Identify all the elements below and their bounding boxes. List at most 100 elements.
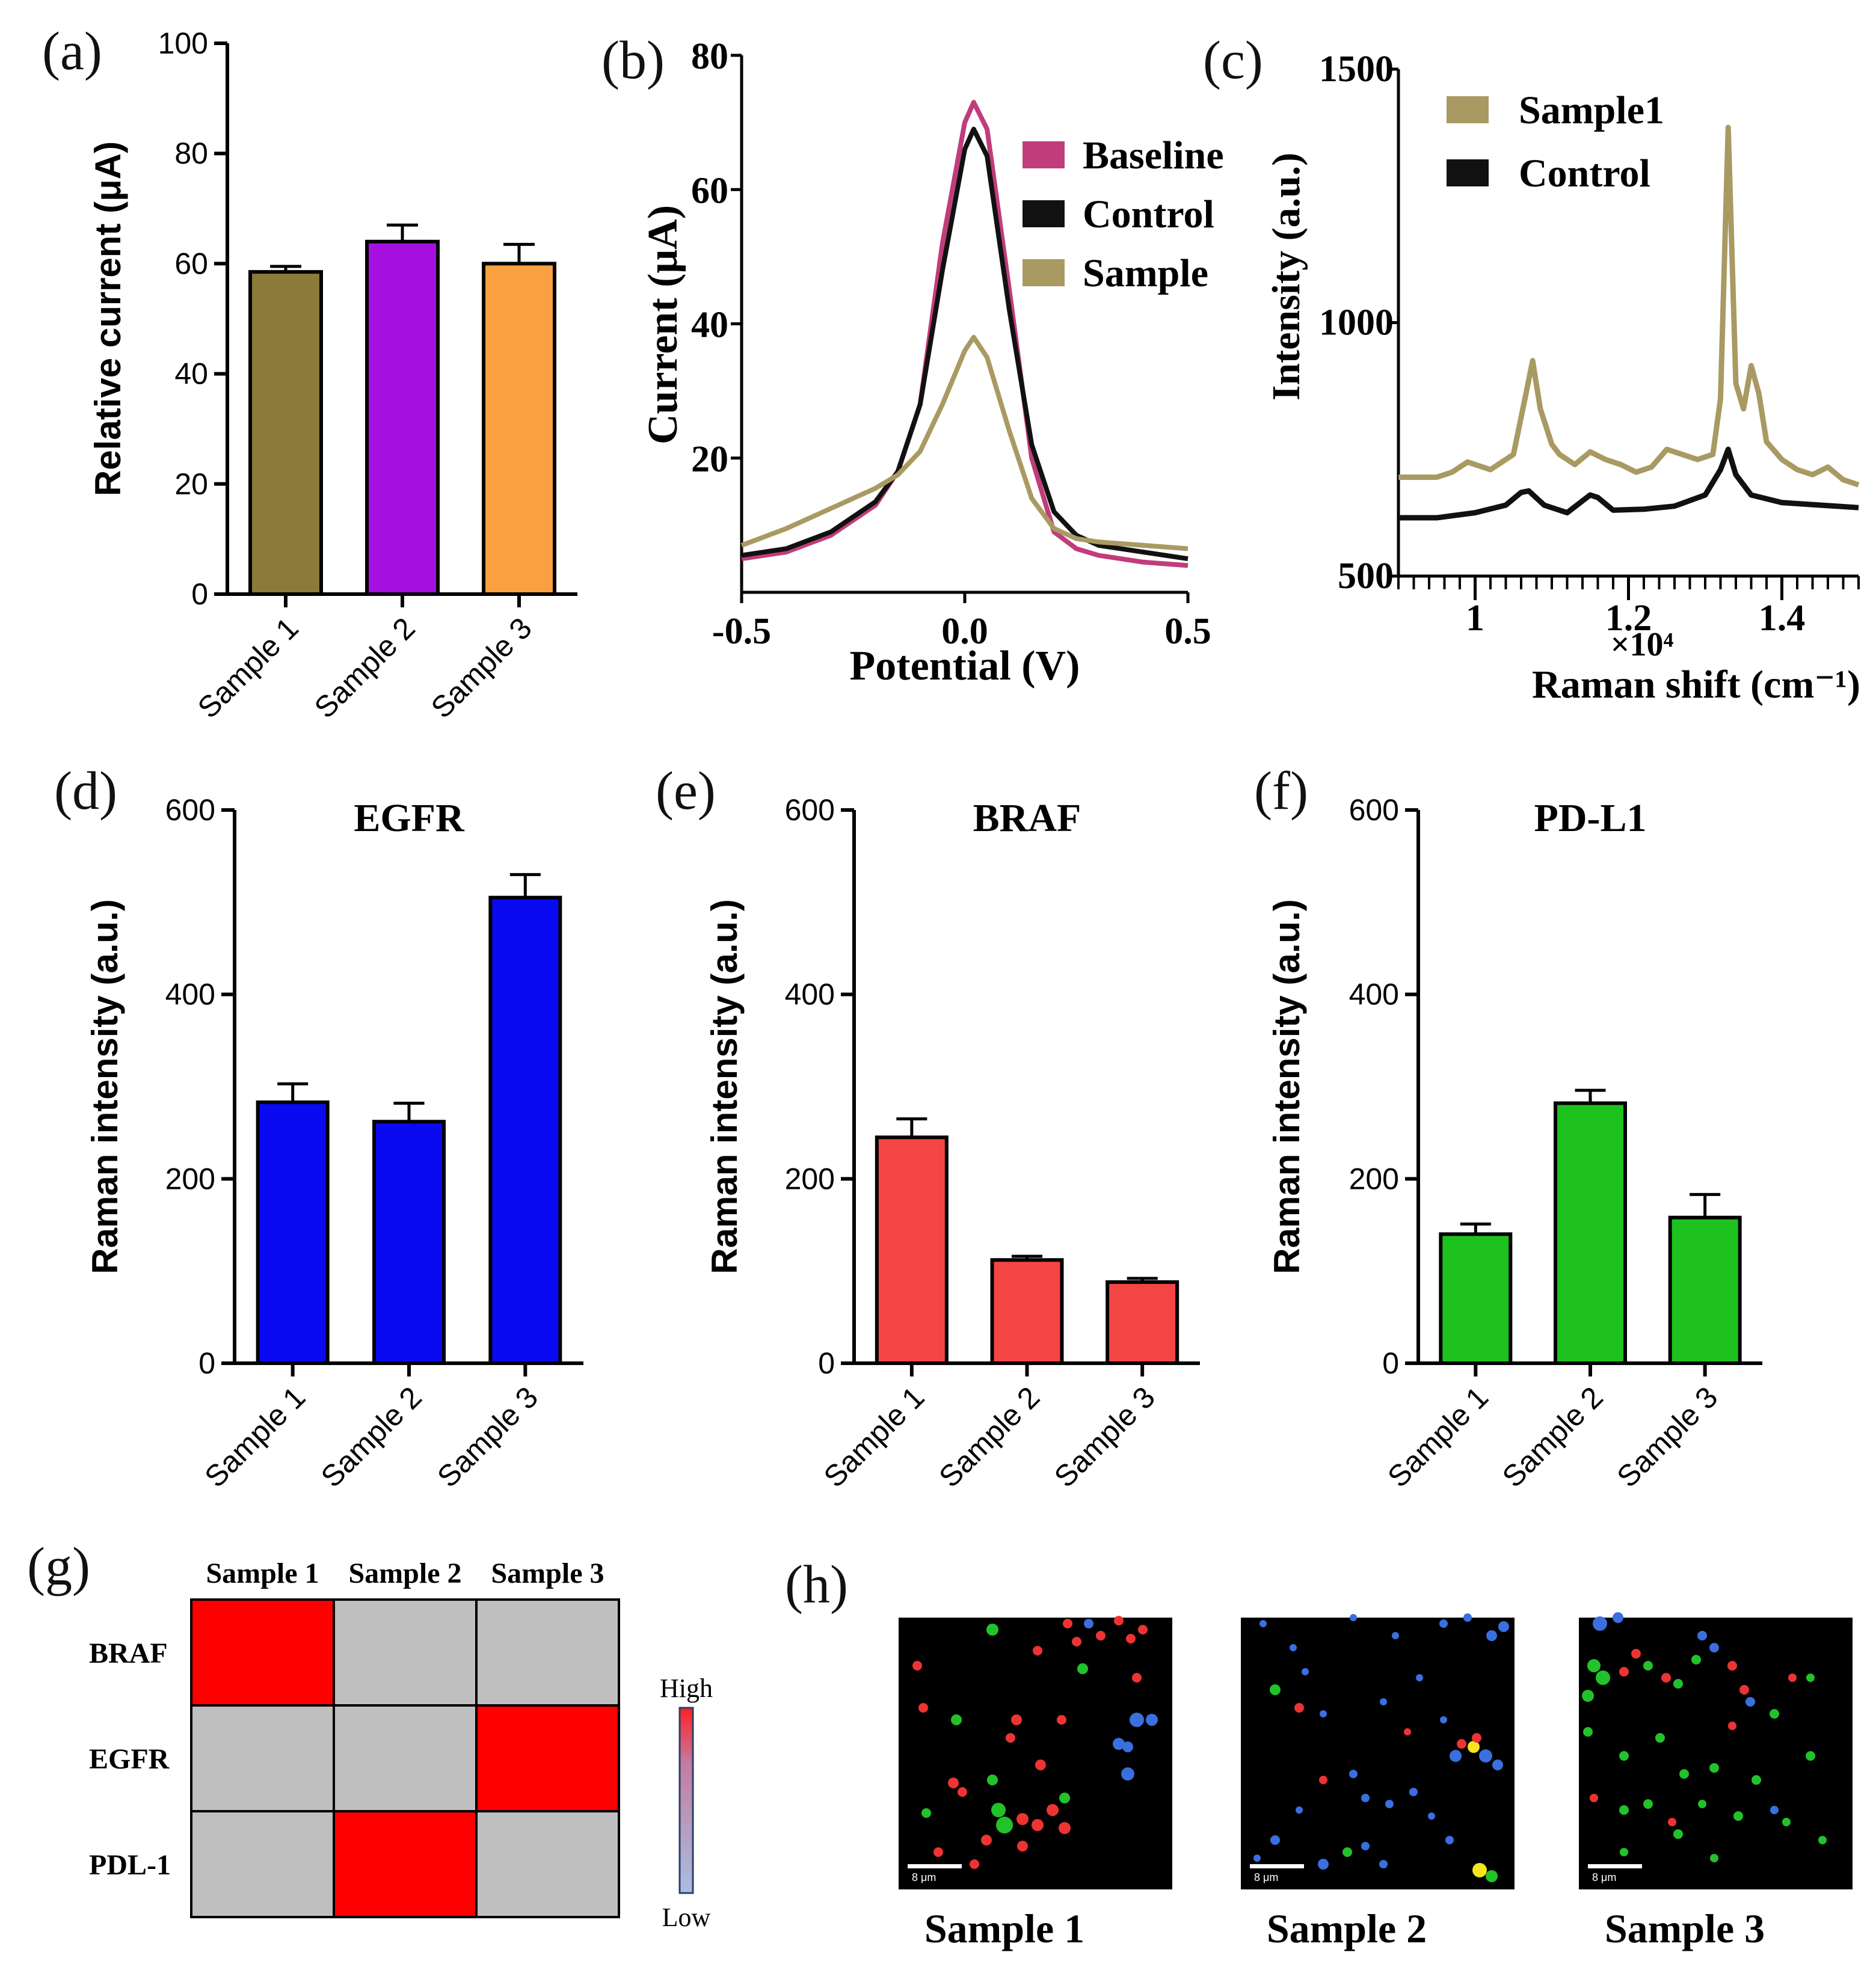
column-label: Sample 2 [348, 1557, 461, 1589]
fluorescent-spot [1439, 1619, 1448, 1628]
fluorescent-spot [1486, 1870, 1498, 1882]
colorbar-low-label: Low [662, 1903, 711, 1932]
fluorescent-spot [1059, 1793, 1070, 1803]
fluorescent-spot [1416, 1674, 1423, 1681]
panel-label-f: (f) [1254, 761, 1308, 821]
fluorescent-spot [1032, 1819, 1044, 1831]
fluorescent-spot [1016, 1813, 1029, 1825]
y-axis-label: Raman intensity (a.u.) [85, 899, 125, 1274]
heatmap-cell [475, 1598, 620, 1707]
legend-label: Sample1 [1519, 88, 1664, 132]
fluorescent-spot [991, 1803, 1006, 1817]
bar [875, 1135, 949, 1366]
series-line-sample [740, 334, 1189, 551]
heatmap-cell [190, 1598, 335, 1707]
column-label: Sample 1 [206, 1557, 319, 1589]
fluorescent-spot [1770, 1806, 1779, 1814]
fluorescent-spot [1428, 1812, 1435, 1820]
x-axis-multiplier: ×10⁴ [1611, 626, 1674, 663]
x-tick-label: 0.0 [941, 611, 988, 652]
heatmap-cell [190, 1810, 335, 1918]
fluorescent-spot [1733, 1811, 1743, 1821]
fluorescent-spot [1270, 1684, 1281, 1695]
scale-bar [1250, 1864, 1304, 1868]
y-tick-label: 1000 [1319, 302, 1394, 343]
fluorescent-spot [981, 1835, 992, 1846]
panel-b-line-chart: 20 40 60 80 -0.5 0.0 0.5 Baseline Control Sample P… [640, 36, 1224, 689]
image-caption: Sample 1 [924, 1906, 1084, 1951]
fluorescent-spot [1290, 1644, 1297, 1651]
panel-label-d: (d) [54, 761, 117, 821]
x-tick-label: Sample 2 [932, 1380, 1046, 1494]
fluorescent-spot [1631, 1649, 1641, 1658]
fluorescent-spot [1619, 1667, 1629, 1677]
x-tick-label: 0.5 [1164, 611, 1211, 652]
x-tick-label: Sample 3 [431, 1380, 544, 1494]
fluorescent-spot [1059, 1822, 1071, 1834]
fluorescent-spot [1698, 1800, 1706, 1808]
y-tick-label: 40 [691, 305, 728, 346]
y-axis-label: Relative current (μA) [88, 141, 128, 496]
fluorescent-spot [1806, 1751, 1815, 1761]
fluorescent-spot [970, 1859, 979, 1869]
fluorescent-spot [918, 1703, 928, 1713]
fluorescent-spot [1770, 1709, 1779, 1719]
series-line-sample1 [1398, 124, 1860, 488]
bar [482, 262, 556, 596]
chart-title: BRAF [973, 796, 1081, 840]
fluorescent-spot [1751, 1775, 1761, 1785]
fluorescent-spot [1679, 1769, 1689, 1779]
fluorescent-spot [1457, 1739, 1466, 1749]
fluorescent-spot [1450, 1750, 1462, 1762]
fluorescent-spot [1619, 1805, 1629, 1815]
y-tick-label: 0 [198, 1346, 215, 1380]
series-line-baseline [741, 100, 1189, 568]
fluorescent-spot [1379, 1860, 1388, 1868]
fluorescent-spot [1727, 1661, 1737, 1671]
panel-c-raman-spectrum: 1 1.2 1.4 500 1000 1500 Sample1 Control ×10⁴Rama… [1264, 49, 1860, 707]
fluorescent-spot [1673, 1679, 1683, 1689]
fluorescent-spot [1620, 1848, 1628, 1856]
y-tick-label: 40 [174, 357, 208, 391]
legend: Sample1 Control [1447, 88, 1664, 195]
fluorescent-spot [1468, 1741, 1480, 1753]
heatmap-cell [475, 1810, 620, 1918]
fluorescent-spot [1643, 1799, 1653, 1809]
fluorescent-spot [1361, 1794, 1370, 1802]
panel-d-bar-chart: 0 200 400 600 Sample 1 Sample 2 Sample 3 Raman … [85, 793, 583, 1494]
x-tick-label: Sample 2 [315, 1380, 428, 1494]
fluorescent-spot [1126, 1634, 1136, 1643]
bar [1554, 1101, 1627, 1365]
fluorescent-spot [958, 1787, 967, 1797]
fluorescent-spot [1385, 1800, 1394, 1808]
fluorescent-spot [948, 1778, 959, 1788]
fluorescent-spot [1806, 1674, 1815, 1682]
x-tick-label: Sample 2 [1496, 1380, 1610, 1494]
panel-g-heatmap: Sample 1 Sample 2 Sample 3 BRAF EGFR PDL-1 Hig… [89, 1557, 713, 1932]
fluorescent-spot [1782, 1818, 1791, 1826]
fluorescent-spot [1146, 1714, 1158, 1726]
y-axis-label: Intensity (a.u.) [1264, 153, 1308, 401]
fluorescent-spot [1590, 1794, 1598, 1802]
x-tick-label: Sample 1 [1381, 1380, 1495, 1494]
fluorescent-spot [1302, 1668, 1309, 1675]
panel-labels: (a) (b) (c) (d) (e) (f) (g) (h) [27, 22, 1308, 1615]
y-tick-label: 20 [691, 439, 728, 480]
microscopy-image-1: 8 μm Sample 1 [899, 1616, 1172, 1951]
scale-bar-label: 8 μm [1592, 1871, 1616, 1883]
x-tick-label: Sample 3 [1610, 1380, 1724, 1494]
fluorescent-spot [1582, 1690, 1594, 1702]
fluorescent-spot [1035, 1760, 1046, 1770]
fluorescent-spot [1668, 1818, 1676, 1826]
panel-label-a: (a) [42, 22, 102, 81]
scale-bar [1588, 1864, 1642, 1868]
x-tick-label: Sample 3 [1048, 1380, 1161, 1494]
y-axis-label: Raman intensity (a.u.) [704, 899, 745, 1274]
chart-title: PD-L1 [1534, 796, 1647, 840]
fluorescent-spot [1392, 1632, 1399, 1639]
legend-swatch [1023, 200, 1065, 227]
bar [248, 270, 323, 596]
x-tick-label: 1.4 [1759, 598, 1806, 639]
panel-label-c: (c) [1203, 31, 1263, 90]
